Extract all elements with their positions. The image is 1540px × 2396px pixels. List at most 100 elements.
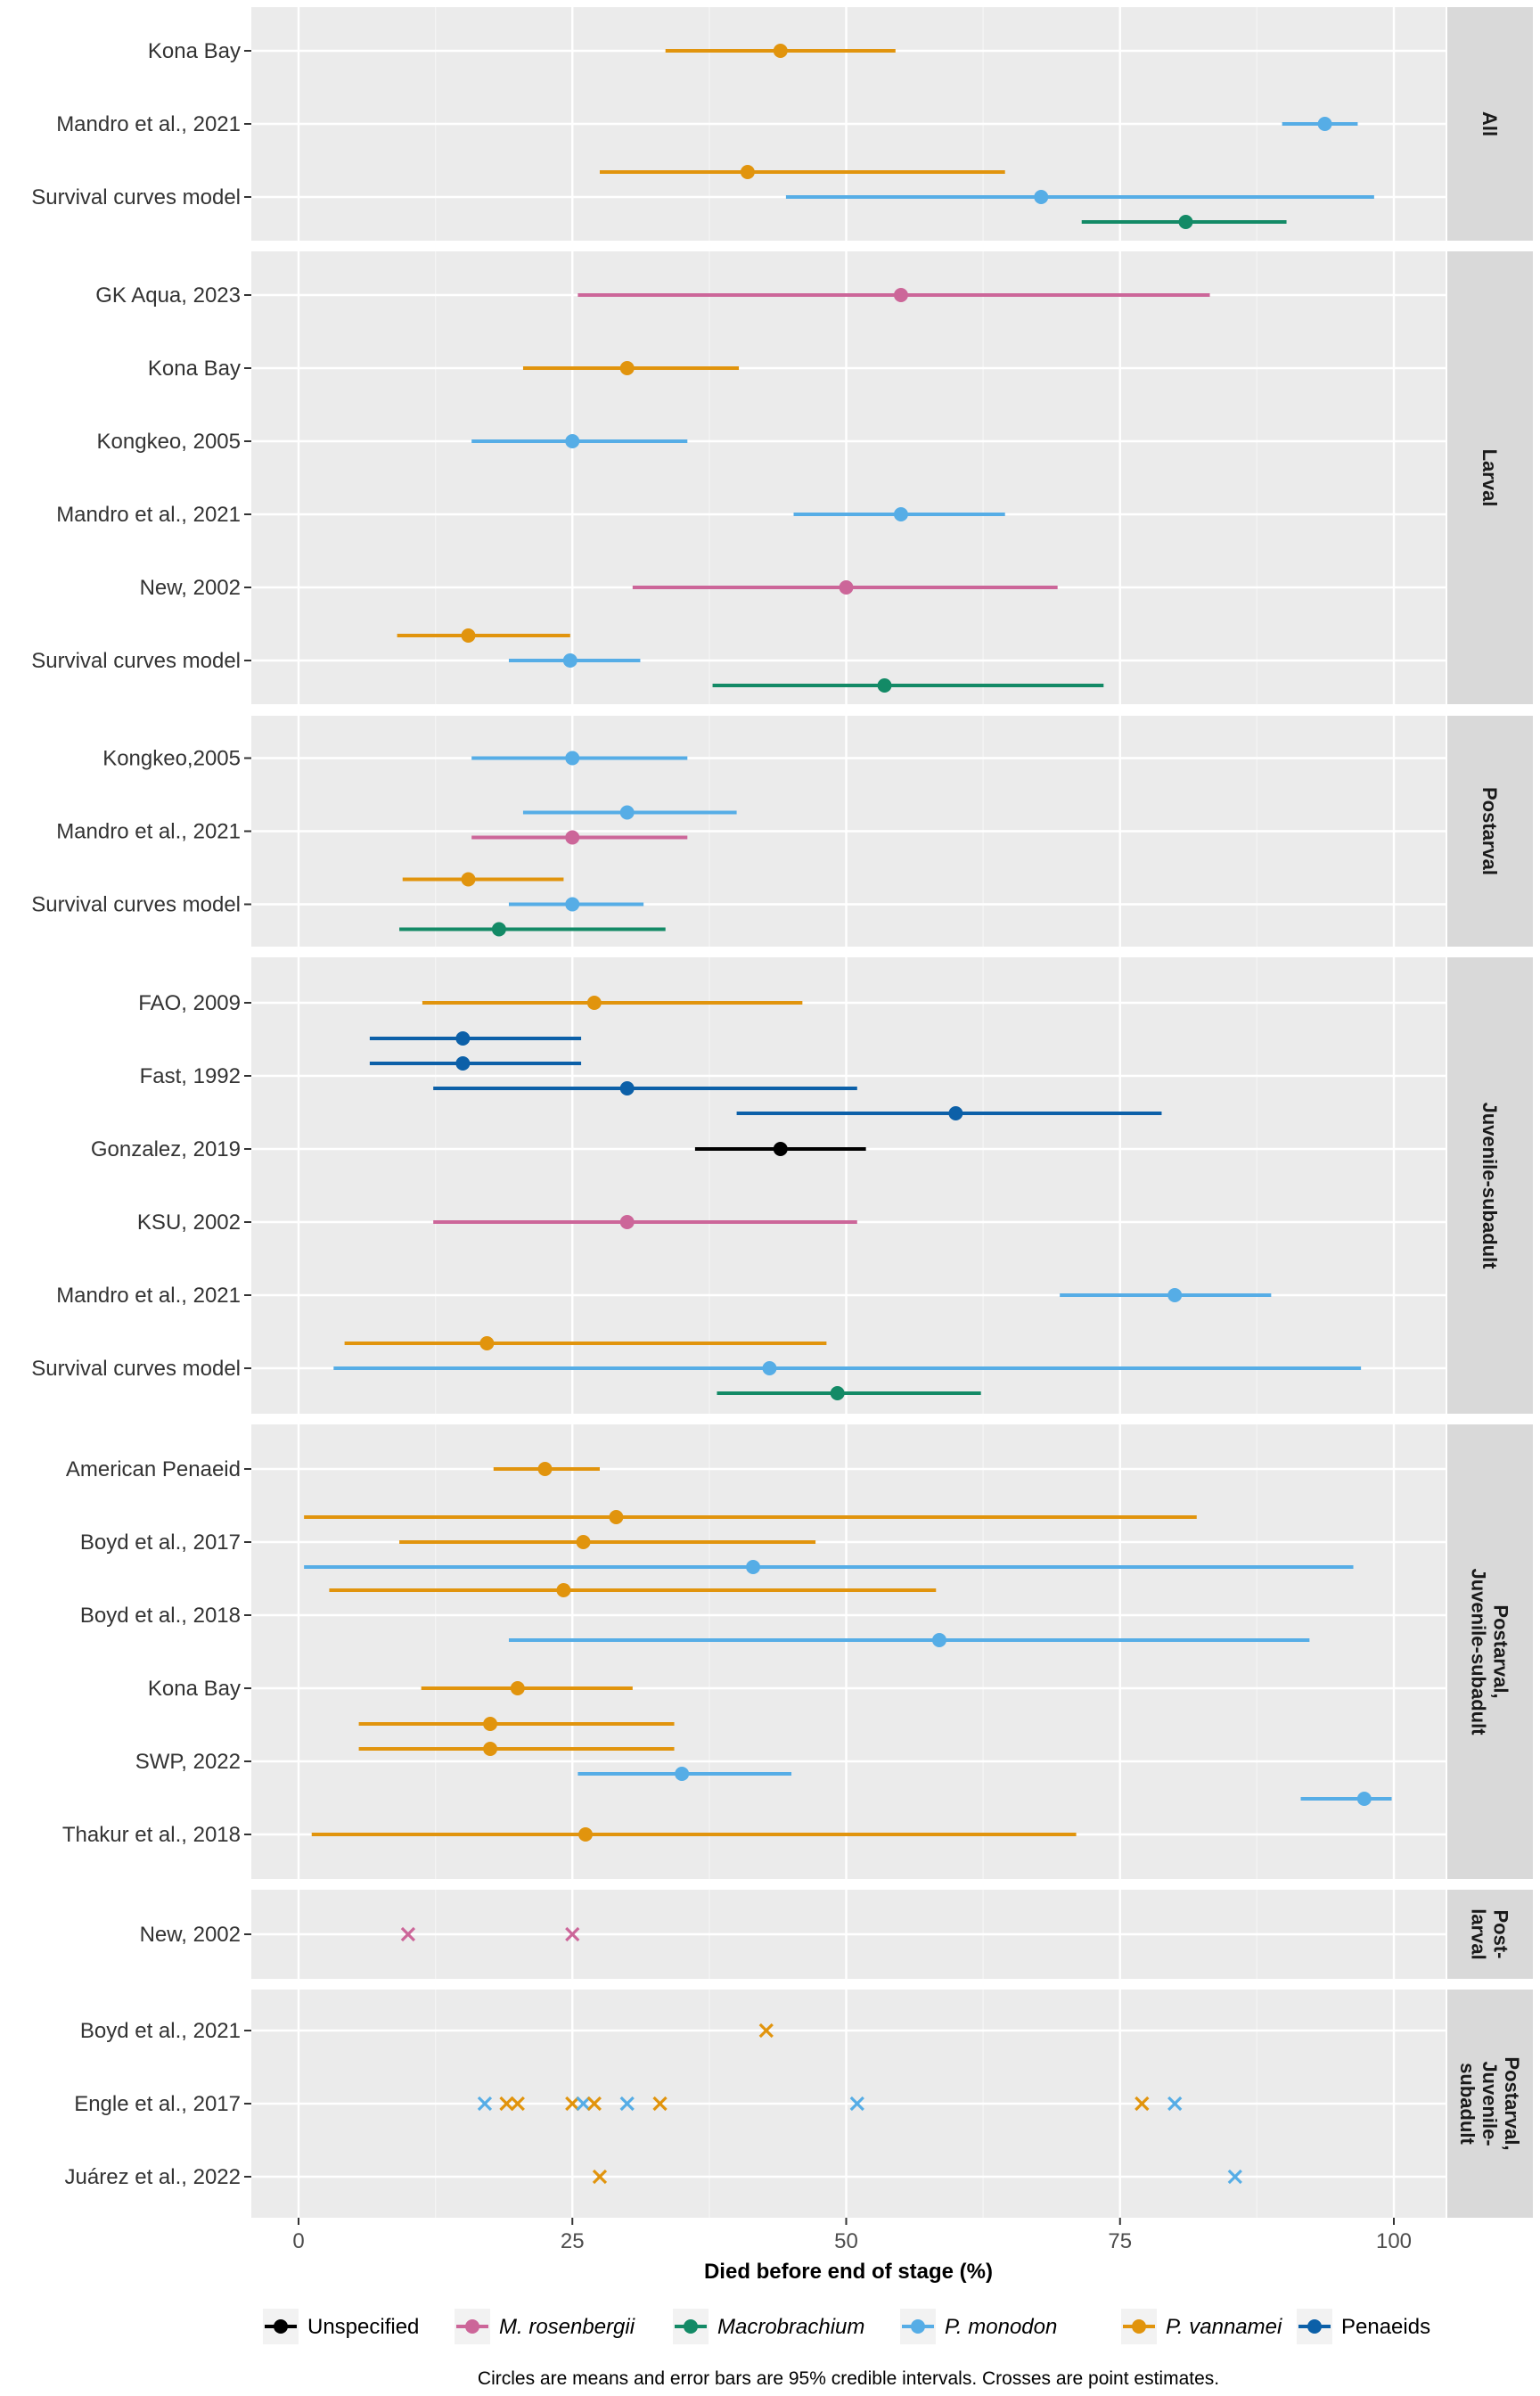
mean-point <box>586 996 602 1010</box>
facet-strip <box>1447 7 1533 241</box>
point-estimate-cross <box>499 2096 514 2112</box>
legend-key-point <box>465 2319 479 2334</box>
mean-point <box>893 288 908 302</box>
mean-point <box>877 678 892 693</box>
y-tick-label: Thakur et al., 2018 <box>62 1823 241 1847</box>
facet-strip <box>1447 251 1533 704</box>
legend-item: Unspecified <box>263 2309 419 2344</box>
mean-point <box>762 1361 777 1375</box>
mean-point <box>740 165 755 179</box>
y-tick-label: Boyd et al., 2021 <box>80 2019 241 2043</box>
mean-point <box>893 507 908 521</box>
mean-point <box>931 1633 946 1647</box>
mean-point <box>1034 190 1049 204</box>
point-estimate-cross <box>565 1926 580 1942</box>
facet-strip-label: Postarval,Juvenile-subadult <box>1468 1568 1512 1735</box>
y-tick-label: SWP, 2022 <box>135 1750 241 1774</box>
panel: Juárez et al., 2022 Engle et al., 2017 Boy… <box>65 1990 1533 2218</box>
mean-point <box>491 922 506 937</box>
mean-point <box>565 751 580 766</box>
chart-caption: Circles are means and error bars are 95%… <box>478 2368 1219 2389</box>
legend-label: P. monodon <box>945 2315 1057 2339</box>
point-estimate-cross <box>586 2096 602 2112</box>
mean-point <box>562 653 578 668</box>
x-tick-label: 100 <box>1376 2229 1412 2253</box>
y-tick-label: Mandro et al., 2021 <box>56 112 241 136</box>
panel: Survival curves model Mandro et al., 2021… <box>31 7 1533 241</box>
legend: Unspecified M. rosenbergii Macrobrachium P.… <box>263 2309 1430 2344</box>
legend-key-point <box>911 2319 925 2334</box>
y-tick-label: Survival curves model <box>31 893 241 917</box>
y-tick-label: Juárez et al., 2022 <box>65 2165 241 2189</box>
panel: Survival curves model Mandro et al., 2021… <box>31 716 1533 947</box>
legend-key-point <box>274 2319 288 2334</box>
mean-point <box>830 1386 845 1400</box>
mean-point <box>1178 215 1193 229</box>
facet-strip-label: All <box>1479 111 1501 136</box>
mean-point <box>510 1681 525 1695</box>
mean-point <box>773 1142 788 1156</box>
mean-point <box>1317 117 1332 131</box>
mean-point <box>619 805 635 820</box>
panel: Survival curves model New, 2002 Mandro et … <box>31 251 1533 704</box>
legend-key-point <box>1307 2319 1322 2334</box>
point-estimate-cross <box>565 2096 580 2112</box>
y-tick-label: Survival curves model <box>31 649 241 673</box>
mean-point <box>565 897 580 912</box>
point-estimate-cross <box>619 2096 635 2112</box>
mean-point <box>455 1056 471 1071</box>
legend-item: Macrobrachium <box>673 2309 864 2344</box>
mean-point <box>619 361 635 375</box>
facet-strip-label: Postarval <box>1479 787 1501 875</box>
y-tick-label: Survival curves model <box>31 185 241 209</box>
x-axis: 0 25 50 75 100 <box>292 2218 1412 2253</box>
y-tick-label: Kongkeo,2005 <box>102 747 241 771</box>
legend-label: P. vannamei <box>1166 2315 1282 2339</box>
point-estimate-cross <box>1227 2169 1242 2185</box>
mean-point <box>537 1462 553 1476</box>
point-estimate-cross <box>758 2023 774 2039</box>
x-tick-label: 25 <box>561 2229 585 2253</box>
legend-label: M. rosenbergii <box>499 2315 635 2339</box>
y-tick-label: KSU, 2002 <box>137 1210 241 1235</box>
x-tick-label: 0 <box>292 2229 304 2253</box>
mean-point <box>609 1510 624 1524</box>
y-tick-label: Mandro et al., 2021 <box>56 820 241 844</box>
mean-point <box>576 1535 591 1549</box>
y-tick-label: Engle et al., 2017 <box>74 2092 241 2116</box>
x-axis-title: Died before end of stage (%) <box>704 2260 993 2284</box>
y-tick-label: FAO, 2009 <box>138 991 241 1015</box>
x-tick-label: 50 <box>834 2229 858 2253</box>
point-estimate-cross <box>1135 2096 1150 2112</box>
y-tick-label: Kona Bay <box>148 1677 241 1701</box>
point-estimate-cross <box>652 2096 668 2112</box>
facet-strip <box>1447 1424 1533 1879</box>
y-tick-label: Fast, 1992 <box>140 1064 241 1088</box>
panel: Thakur et al., 2018 SWP, 2022 Kona Bay Boyd… <box>62 1424 1533 1879</box>
y-tick-label: Kongkeo, 2005 <box>97 430 241 454</box>
legend-key-point <box>1132 2319 1146 2334</box>
mean-point <box>619 1081 635 1095</box>
legend-label: Macrobrachium <box>717 2315 864 2339</box>
y-tick-label: Mandro et al., 2021 <box>56 503 241 527</box>
mean-point <box>1167 1288 1183 1302</box>
legend-item: M. rosenbergii <box>455 2309 635 2344</box>
point-estimate-cross <box>477 2096 493 2112</box>
y-tick-label: Mandro et al., 2021 <box>56 1284 241 1308</box>
x-tick-label: 75 <box>1108 2229 1132 2253</box>
facet-strip <box>1447 1890 1533 1979</box>
mean-point <box>773 44 788 58</box>
legend-label: Unspecified <box>307 2315 419 2339</box>
panel: New, 2002 Post-larval <box>140 1890 1533 1979</box>
mean-point <box>578 1827 593 1842</box>
point-estimate-cross <box>1167 2096 1183 2112</box>
mean-point <box>565 830 580 845</box>
y-tick-label: Kona Bay <box>148 357 241 381</box>
point-estimate-cross <box>849 2096 864 2112</box>
y-tick-label: GK Aqua, 2023 <box>95 283 241 308</box>
mean-point <box>461 872 476 887</box>
facet-strip <box>1447 957 1533 1414</box>
mean-point <box>479 1336 495 1350</box>
panel-background <box>251 251 1446 704</box>
